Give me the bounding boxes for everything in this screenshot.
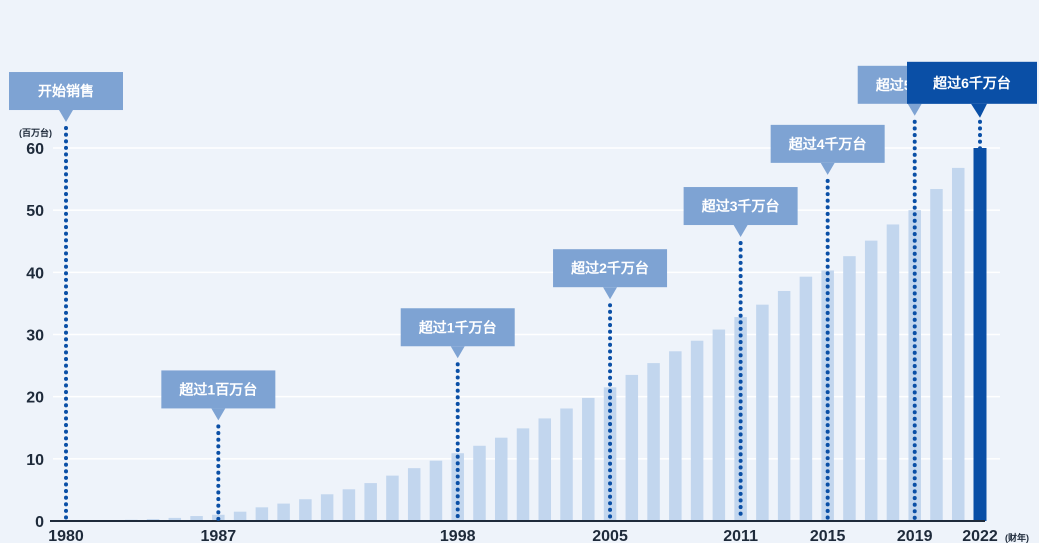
x-tick-label: 2011 [723, 528, 758, 543]
y-tick-label: 0 [35, 514, 44, 531]
bar [364, 483, 377, 521]
y-tick-label: 60 [26, 141, 44, 158]
callout-label: 超过6千万台 [932, 75, 1011, 91]
x-axis: 1980 1987 1998 2005 2011 2015 2019 2022 [48, 520, 998, 543]
y-tick-label: 50 [26, 203, 44, 220]
bar [734, 317, 747, 521]
callout-pointer [211, 408, 226, 421]
bar [799, 276, 813, 521]
x-tick-label: 2015 [810, 528, 846, 543]
milestone: 超过1千万台 [400, 308, 515, 521]
x-axis-unit-label: (财年) [1005, 532, 1029, 543]
bar [690, 340, 704, 521]
bar [582, 397, 595, 521]
callout-box [161, 370, 276, 409]
bar [843, 256, 856, 521]
bar [451, 453, 464, 521]
bar [930, 189, 943, 521]
bar [669, 351, 682, 521]
bar [712, 329, 726, 521]
bars [59, 148, 987, 522]
milestones: 开始销售超过1百万台超过1千万台超过2千万台超过3千万台超过4千万台超过5千万台… [9, 61, 1037, 521]
callout-pointer [971, 103, 987, 118]
x-tick-label: 2022 [962, 528, 998, 543]
milestone: 超过2千万台 [553, 249, 668, 521]
callout-box [9, 72, 123, 111]
callout-label: 超过2千万台 [570, 260, 649, 276]
bar [277, 503, 290, 521]
callout-box [907, 61, 1037, 104]
x-tick-label: 2019 [897, 528, 933, 543]
bar [516, 428, 530, 521]
bar [821, 270, 834, 521]
bar [538, 418, 552, 521]
milestone: 超过1百万台 [161, 370, 276, 521]
milestone: 超过6千万台 [907, 61, 1037, 521]
callout-label: 超过3千万台 [701, 198, 780, 214]
bar [560, 408, 573, 521]
bar [777, 290, 791, 521]
bar [603, 387, 617, 521]
bar [255, 507, 269, 521]
y-axis: 0 10 20 30 40 50 60 [26, 141, 44, 531]
callout-pointer [733, 225, 748, 238]
milestone: 开始销售 [9, 72, 123, 521]
milestone: 超过3千万台 [683, 187, 798, 521]
bar [299, 499, 312, 521]
x-tick-label: 1980 [48, 528, 84, 543]
bar [864, 240, 878, 521]
bar [473, 445, 486, 521]
callout-label: 超过4千万台 [788, 136, 867, 152]
bar [951, 167, 965, 522]
y-tick-label: 10 [26, 452, 44, 469]
bar [407, 468, 421, 521]
callout-pointer [450, 346, 465, 359]
bar [647, 363, 660, 521]
bar [625, 374, 639, 521]
grid-lines [53, 147, 1000, 460]
callout-pointer [907, 103, 922, 116]
callout-box [400, 308, 515, 347]
bar [756, 304, 769, 521]
bar [342, 489, 356, 521]
bar [168, 517, 182, 521]
bar [190, 516, 203, 521]
bar [320, 494, 334, 521]
x-tick-label: 1987 [201, 528, 237, 543]
milestone: 超过4千万台 [770, 124, 885, 521]
x-tick-label: 1998 [440, 528, 476, 543]
y-tick-label: 30 [26, 328, 44, 345]
callout-box [683, 187, 798, 226]
bar [494, 437, 508, 521]
callout-pointer [59, 110, 73, 123]
callout-pointer [603, 287, 618, 300]
bar [233, 511, 247, 521]
callout-label: 开始销售 [38, 83, 94, 99]
bar [429, 460, 443, 521]
callout-label: 超过1百万台 [178, 381, 257, 397]
callout-pointer [820, 162, 835, 175]
bar [386, 475, 399, 521]
callout-box [553, 249, 668, 288]
y-tick-label: 40 [26, 265, 44, 282]
x-tick-label: 2005 [592, 528, 628, 543]
callout-box [770, 124, 885, 163]
y-axis-unit-label: (百万台) [19, 127, 52, 138]
callout-label: 超过1千万台 [418, 319, 497, 335]
y-tick-label: 20 [26, 390, 44, 407]
bar [886, 224, 900, 521]
